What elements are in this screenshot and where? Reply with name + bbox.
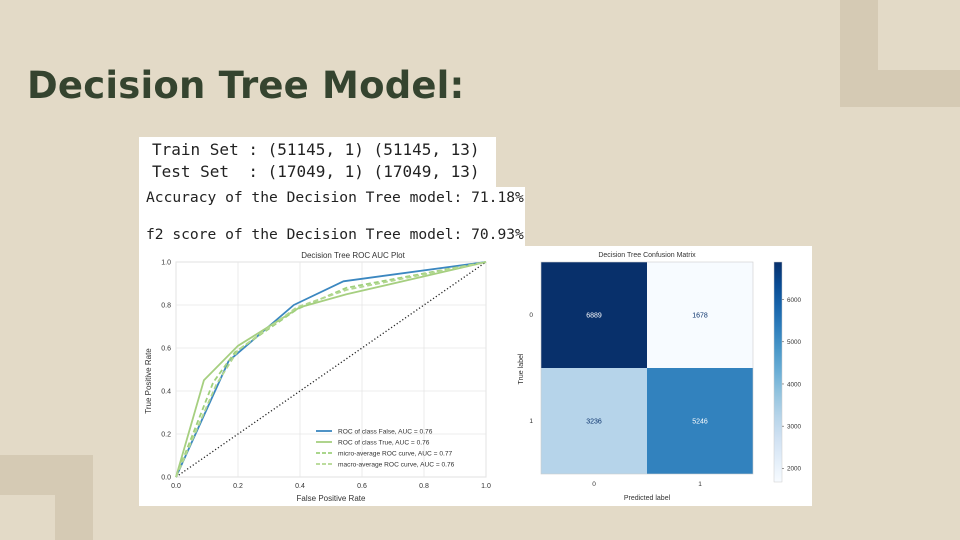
corner-decoration-bottom-left-inner <box>0 495 55 540</box>
roc-y-tick-label: 0.4 <box>161 389 171 396</box>
roc-series-line-3 <box>175 261 487 478</box>
cm-y-tick-label: 0 <box>529 312 533 319</box>
roc-x-tick-label: 0.0 <box>171 483 181 490</box>
roc-y-tick-label: 0.8 <box>161 303 171 310</box>
cm-colorbar-tick-label: 5000 <box>787 339 802 346</box>
roc-legend-label: micro-average ROC curve, AUC = 0.77 <box>338 451 452 458</box>
roc-x-tick-label: 0.8 <box>419 483 429 490</box>
model-metrics-output: Accuracy of the Decision Tree model: 71.… <box>139 187 525 249</box>
roc-y-tick-label: 0.0 <box>161 475 171 482</box>
roc-chart-panel: Decision Tree ROC AUC Plot False Positiv… <box>139 248 512 506</box>
cm-frame <box>540 261 754 475</box>
cm-colorbar-tick-label: 2000 <box>787 466 802 473</box>
cm-cell <box>647 368 753 474</box>
cm-colorbar <box>773 261 783 483</box>
cm-x-tick-label: 1 <box>698 481 702 488</box>
roc-x-tick-label: 0.6 <box>357 483 367 490</box>
train-set-shape: Train Set : (51145, 1) (51145, 13) <box>152 140 480 159</box>
accuracy-line: Accuracy of the Decision Tree model: 71.… <box>146 189 524 206</box>
roc-y-tick-label: 0.6 <box>161 346 171 353</box>
roc-x-tick-label: 0.2 <box>233 483 243 490</box>
cm-cell <box>541 262 647 368</box>
dataset-shape-output: Train Set : (51145, 1) (51145, 13) Test … <box>139 137 496 187</box>
test-set-shape: Test Set : (17049, 1) (17049, 13) <box>152 162 480 181</box>
cm-y-axis-label: True label <box>518 353 525 384</box>
cm-cell-value: 5246 <box>692 419 708 426</box>
cm-colorbar-tick-label: 3000 <box>787 423 802 430</box>
roc-chart-title: Decision Tree ROC AUC Plot <box>301 251 405 260</box>
cm-cell <box>541 368 647 474</box>
roc-legend-label: ROC of class True, AUC = 0.76 <box>338 440 430 447</box>
confusion-matrix-panel: Decision Tree Confusion Matrix Predicted… <box>512 246 812 506</box>
roc-x-tick-label: 1.0 <box>481 483 491 490</box>
cm-colorbar-tick-label: 4000 <box>787 381 802 388</box>
confusion-matrix-chart: Decision Tree Confusion Matrix Predicted… <box>518 252 802 502</box>
cm-cell-value: 1678 <box>692 313 708 320</box>
roc-x-tick-label: 0.4 <box>295 483 305 490</box>
corner-decoration-top-right-inner <box>878 0 960 70</box>
roc-y-tick-label: 1.0 <box>161 260 171 267</box>
roc-y-axis-label: True Positive Rate <box>144 348 153 414</box>
roc-series-line-1 <box>175 261 487 478</box>
cm-cell-value: 3236 <box>586 419 602 426</box>
roc-series-line-4 <box>175 261 487 478</box>
cm-chart-title: Decision Tree Confusion Matrix <box>598 252 696 259</box>
roc-legend-label: ROC of class False, AUC = 0.76 <box>338 429 433 436</box>
f2-score-line: f2 score of the Decision Tree model: 70.… <box>146 226 524 243</box>
roc-x-axis-label: False Positive Rate <box>297 494 366 503</box>
cm-cell-value: 6889 <box>586 313 602 320</box>
cm-colorbar-tick-label: 6000 <box>787 297 802 304</box>
cm-y-tick-label: 1 <box>529 418 533 425</box>
roc-chart: Decision Tree ROC AUC Plot False Positiv… <box>144 251 491 503</box>
cm-cell <box>647 262 753 368</box>
cm-x-tick-label: 0 <box>592 481 596 488</box>
cm-x-axis-label: Predicted label <box>624 495 671 502</box>
roc-legend-label: macro-average ROC curve, AUC = 0.76 <box>338 462 455 469</box>
slide-title: Decision Tree Model: <box>27 64 465 107</box>
roc-y-tick-label: 0.2 <box>161 432 171 439</box>
